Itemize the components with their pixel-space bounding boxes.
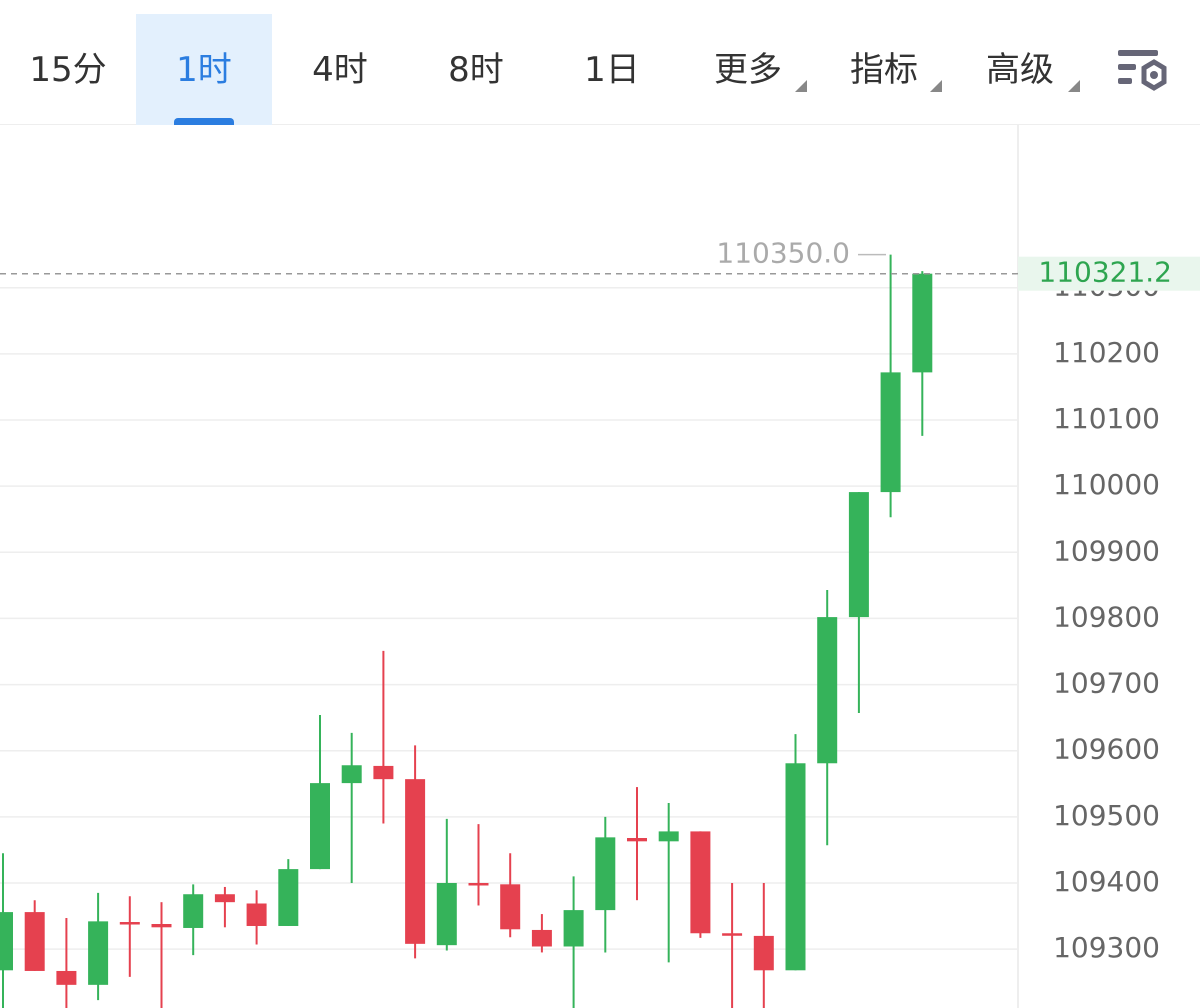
y-tick-label: 109400 bbox=[1053, 865, 1160, 898]
candle-body bbox=[405, 779, 426, 944]
candle-body bbox=[912, 273, 933, 373]
y-tick-label: 110100 bbox=[1053, 402, 1160, 435]
candle-body bbox=[0, 912, 13, 971]
candle-body bbox=[785, 763, 806, 971]
timeframe-tab[interactable]: 更多 bbox=[714, 50, 782, 90]
candle-body bbox=[341, 765, 362, 784]
candle-body bbox=[500, 884, 521, 930]
candle-body bbox=[595, 837, 616, 911]
candle-body bbox=[531, 929, 552, 947]
toolbar: 15分 1时 4时 8时 1日 更多 指标 高级 bbox=[0, 0, 1200, 125]
candle-body bbox=[817, 617, 838, 764]
candle-body bbox=[373, 765, 394, 780]
y-tick-label: 109900 bbox=[1053, 534, 1160, 567]
y-tick-label: 109700 bbox=[1053, 667, 1160, 700]
timeframe-tab[interactable]: 1时 bbox=[136, 14, 272, 125]
y-tick-label: 110000 bbox=[1053, 468, 1160, 501]
candle-body bbox=[24, 912, 45, 971]
last-price-label: 110321.2 bbox=[1038, 256, 1172, 289]
timeframe-tab[interactable]: 指标 bbox=[850, 50, 918, 90]
timeframe-tab[interactable]: 15分 bbox=[29, 50, 107, 90]
candle-body bbox=[627, 838, 647, 842]
candle-body bbox=[848, 492, 869, 618]
dropdown-arrow bbox=[930, 80, 942, 92]
settings-icon[interactable] bbox=[1116, 46, 1172, 94]
candle-body bbox=[658, 831, 679, 842]
candle-body bbox=[278, 869, 299, 926]
y-tick-label: 109600 bbox=[1053, 733, 1160, 766]
y-tick-label: 109800 bbox=[1053, 600, 1160, 633]
last-price-box bbox=[1018, 256, 1200, 291]
dropdown-arrow bbox=[795, 80, 807, 92]
candle-body bbox=[214, 894, 235, 903]
max-label: 110350.0 bbox=[716, 237, 850, 270]
candle-body bbox=[88, 921, 109, 985]
candle-body bbox=[563, 910, 584, 947]
timeframe-tab[interactable]: 8时 bbox=[448, 50, 504, 90]
y-tick-label: 109300 bbox=[1053, 931, 1160, 964]
y-tick-label: 110200 bbox=[1053, 336, 1160, 369]
y-tick-label: 109500 bbox=[1053, 799, 1160, 832]
dropdown-arrow bbox=[1068, 80, 1080, 92]
candle-body bbox=[310, 783, 330, 870]
candle-body bbox=[56, 970, 77, 985]
candle-body bbox=[722, 933, 743, 936]
candle-body bbox=[880, 372, 901, 493]
candle-body bbox=[436, 882, 457, 946]
candle-body bbox=[753, 935, 774, 971]
candle-body bbox=[151, 923, 172, 928]
candle-body bbox=[246, 903, 267, 926]
timeframe-tab[interactable]: 1日 bbox=[584, 50, 640, 90]
candle-body bbox=[468, 882, 489, 886]
candle-body bbox=[119, 922, 140, 925]
timeframe-tab[interactable]: 4时 bbox=[312, 50, 368, 90]
candle-body bbox=[183, 894, 204, 928]
candle-body bbox=[690, 831, 711, 934]
timeframe-tab[interactable]: 高级 bbox=[986, 50, 1054, 90]
